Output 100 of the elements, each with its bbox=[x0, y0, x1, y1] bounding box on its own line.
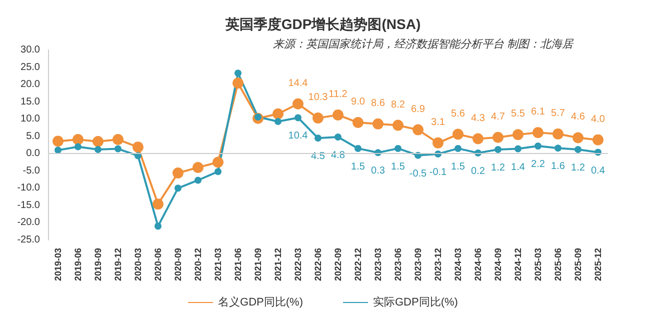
y-tick-label: -10.0 bbox=[17, 182, 40, 194]
x-tick-label: 2024-09 bbox=[493, 248, 503, 282]
chart-subtitle: 来源：英国国家统计局，经济数据智能分析平台 制图：北海居 bbox=[272, 38, 574, 50]
data-label: 2.2 bbox=[531, 159, 546, 170]
point bbox=[312, 112, 324, 124]
x-tick-label: 2021-09 bbox=[253, 248, 263, 282]
y-tick-label: -20.0 bbox=[17, 217, 40, 228]
point bbox=[534, 142, 542, 150]
x-tick-label: 2025-03 bbox=[533, 248, 543, 282]
point bbox=[392, 120, 404, 131]
x-tick-label: 2019-03 bbox=[53, 248, 63, 282]
data-label: 5.5 bbox=[511, 108, 526, 120]
x-tick-label: 2021-03 bbox=[213, 248, 223, 282]
y-tick-label: 5.0 bbox=[26, 130, 40, 142]
data-label: 1.2 bbox=[571, 162, 586, 174]
y-tick-label: -25.0 bbox=[17, 234, 40, 246]
point bbox=[494, 146, 502, 153]
point bbox=[314, 134, 322, 142]
x-tick-label: 2022-03 bbox=[293, 248, 303, 282]
data-label: 4.7 bbox=[491, 111, 506, 122]
x-tick-label: 2025-12 bbox=[593, 248, 603, 282]
data-label: 4.6 bbox=[571, 112, 586, 123]
x-tick-label: 2021-06 bbox=[233, 248, 243, 282]
x-tick-label: 2020-09 bbox=[173, 248, 183, 282]
x-tick-label: 2025-06 bbox=[553, 248, 563, 282]
point bbox=[432, 137, 444, 148]
point bbox=[452, 128, 464, 140]
y-tick-label: 20.0 bbox=[20, 79, 40, 90]
point bbox=[412, 124, 424, 136]
x-tick-label: 2023-09 bbox=[413, 248, 423, 282]
point bbox=[74, 143, 82, 150]
point bbox=[234, 70, 242, 77]
data-label: 1.5 bbox=[351, 161, 366, 172]
data-label: 0.4 bbox=[591, 165, 606, 176]
data-label: 9.0 bbox=[351, 96, 366, 108]
data-label: 3.1 bbox=[431, 116, 446, 128]
point bbox=[152, 198, 164, 210]
point bbox=[274, 118, 282, 126]
point bbox=[334, 134, 342, 141]
point bbox=[492, 132, 504, 143]
data-label: -0.1 bbox=[429, 166, 448, 178]
x-tick-label: 2021-12 bbox=[273, 248, 283, 282]
point bbox=[332, 109, 344, 120]
point bbox=[92, 136, 104, 148]
data-label: 10.4 bbox=[288, 130, 308, 142]
data-label: 0.3 bbox=[371, 166, 386, 177]
point bbox=[272, 108, 284, 120]
point bbox=[192, 162, 204, 173]
point bbox=[294, 114, 302, 122]
x-tick-label: 2023-03 bbox=[373, 248, 383, 282]
data-label: 6.1 bbox=[531, 106, 546, 118]
y-tick-label: 0.0 bbox=[26, 148, 40, 160]
x-tick-label: 2022-06 bbox=[313, 248, 323, 282]
data-label: 6.9 bbox=[411, 104, 426, 115]
x-tick-label: 2024-03 bbox=[453, 248, 463, 282]
point bbox=[394, 144, 402, 152]
data-label: 4.3 bbox=[471, 112, 486, 124]
point bbox=[72, 134, 84, 145]
data-label: 1.2 bbox=[491, 162, 506, 174]
point bbox=[54, 146, 62, 154]
point bbox=[354, 144, 362, 152]
point bbox=[94, 146, 102, 153]
point bbox=[514, 145, 522, 152]
point bbox=[512, 129, 524, 140]
y-tick-label: 25.0 bbox=[20, 62, 40, 73]
data-label: 4.0 bbox=[591, 114, 606, 125]
point bbox=[592, 134, 604, 146]
data-label: 5.7 bbox=[551, 108, 566, 119]
y-tick-label: 10.0 bbox=[20, 114, 40, 125]
x-tick-label: 2019-06 bbox=[73, 248, 83, 282]
point bbox=[194, 176, 202, 184]
point bbox=[154, 222, 162, 230]
x-tick-label: 2024-06 bbox=[473, 248, 483, 282]
chart-title: 英国季度GDP增长趋势图(NSA) bbox=[224, 16, 421, 32]
data-label: 1.5 bbox=[391, 161, 406, 172]
legend-label: 名义GDP同比(%) bbox=[218, 296, 304, 308]
x-tick-label: 2020-12 bbox=[193, 248, 203, 282]
x-tick-label: 2019-09 bbox=[93, 248, 103, 282]
data-label: -0.5 bbox=[409, 168, 428, 180]
x-tick-label: 2022-12 bbox=[353, 248, 363, 282]
x-tick-label: 2023-12 bbox=[433, 248, 443, 282]
point bbox=[232, 78, 244, 89]
point bbox=[554, 144, 562, 152]
data-label: 1.5 bbox=[451, 161, 466, 172]
x-tick-label: 2025-09 bbox=[573, 248, 583, 282]
x-tick-label: 2020-06 bbox=[153, 248, 163, 282]
point bbox=[574, 146, 582, 153]
x-tick-label: 2022-09 bbox=[333, 248, 343, 282]
data-label: 8.2 bbox=[391, 99, 406, 110]
point bbox=[352, 117, 364, 128]
point bbox=[372, 118, 384, 130]
data-label: 5.6 bbox=[451, 108, 466, 120]
point bbox=[292, 98, 304, 110]
point bbox=[572, 132, 584, 144]
point bbox=[114, 145, 122, 152]
data-label: 11.2 bbox=[328, 88, 348, 100]
legend-label: 实际GDP同比(%) bbox=[373, 296, 458, 308]
data-label: 0.2 bbox=[471, 166, 486, 177]
y-tick-label: -15.0 bbox=[17, 200, 40, 211]
point bbox=[174, 184, 182, 192]
